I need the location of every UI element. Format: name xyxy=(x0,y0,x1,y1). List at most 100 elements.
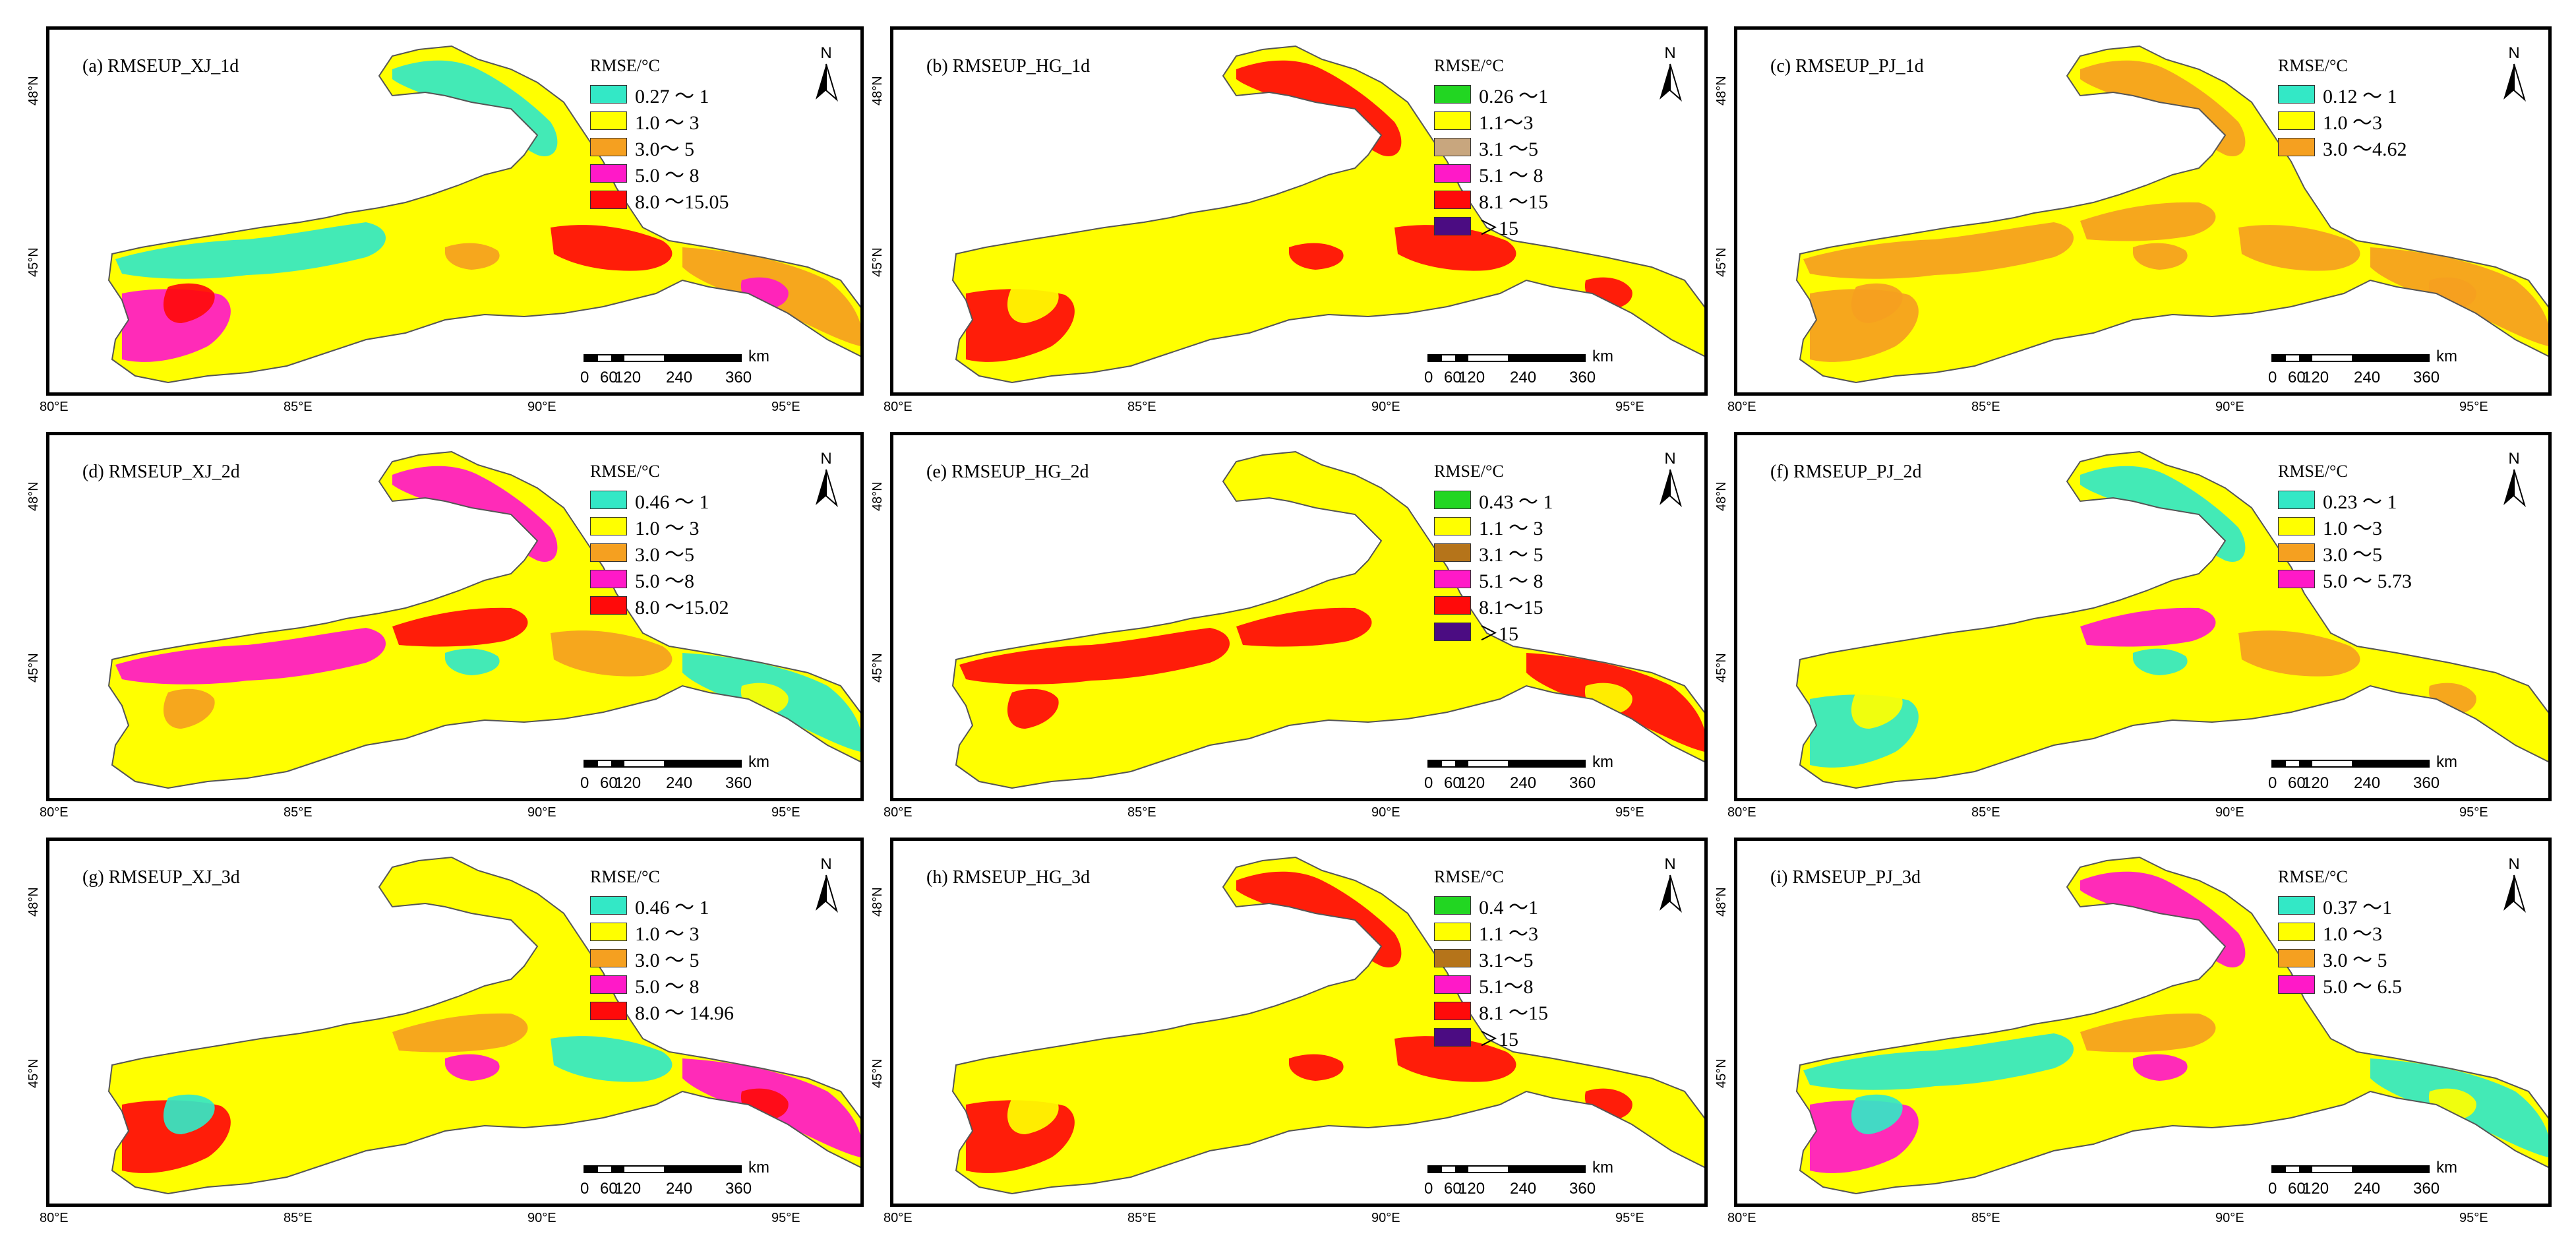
longitude-label: 85°E xyxy=(284,400,313,414)
longitude-label: 90°E xyxy=(1371,805,1400,820)
legend: RMSE/°C 0.46 ～ 1 1.0 ～ 3 3.0 ～ 5 5.0 ～ 8 8.0 … xyxy=(590,867,734,1024)
scale-tick-label: 120 xyxy=(2302,1180,2329,1198)
legend-item: ＞15 xyxy=(1434,213,1548,239)
legend-item: 1.0 ～3 xyxy=(2278,919,2402,945)
rmse-patch xyxy=(1803,222,2074,279)
legend-label: 8.1～15 xyxy=(1479,597,1543,619)
legend-swatch xyxy=(590,191,627,209)
longitude-label: 90°E xyxy=(527,805,556,820)
legend-swatch xyxy=(2278,85,2315,104)
rmse-patch xyxy=(115,1033,386,1090)
region-outline xyxy=(1795,856,2548,1195)
latitude-label: 48°N xyxy=(26,76,41,106)
scale-unit: km xyxy=(1592,1159,1613,1176)
rmse-patch xyxy=(1091,563,1159,594)
map-panel: (a) RMSEUP_XJ_1d RMSE/°C 0.27 ～ 1 1.0 ～ 3 3.… xyxy=(46,26,864,396)
legend-title: RMSE/°C xyxy=(2278,462,2348,481)
legend-item: 8.0 ～15.05 xyxy=(590,187,729,213)
panel-title: (d) RMSEUP_XJ_2d xyxy=(82,462,240,482)
rmse-patch xyxy=(2014,523,2064,549)
rmse-patch xyxy=(2080,202,2216,241)
rmse-patch xyxy=(2080,1013,2216,1053)
latitude-label: 45°N xyxy=(1714,247,1729,277)
legend: RMSE/°C 0.37 ～1 1.0 ～3 3.0 ～ 5 5.0 ～ 6.5 xyxy=(2278,867,2402,998)
legend-swatch xyxy=(1434,111,1471,130)
rmse-patch xyxy=(1170,523,1220,549)
north-label: N xyxy=(820,855,832,873)
legend-swatch xyxy=(1434,623,1471,641)
scale-tick-label: 240 xyxy=(2354,1180,2381,1198)
map-panel: (h) RMSEUP_HG_3d RMSE/°C 0.4 ～1 1.1 ～3 3.1～5… xyxy=(890,838,1708,1207)
longitude-label: 95°E xyxy=(2459,1211,2488,1225)
scale-tick-label: 0 xyxy=(1424,369,1433,386)
legend-label: 1.0 ～3 xyxy=(2323,112,2382,134)
rmse-patch xyxy=(2133,243,2188,270)
legend-title: RMSE/°C xyxy=(590,867,660,886)
scale-tick-label: 0 xyxy=(2268,1180,2277,1198)
rmse-patch xyxy=(163,688,215,729)
scale-tick-label: 60 xyxy=(600,369,618,386)
rmse-patch xyxy=(551,1036,673,1082)
rmse-patch xyxy=(1236,202,1372,241)
region-map xyxy=(107,450,860,789)
legend-swatch xyxy=(1434,949,1471,967)
legend-item: 0.12 ～ 1 xyxy=(2278,81,2407,107)
legend-swatch xyxy=(1434,1028,1471,1047)
legend-title: RMSE/°C xyxy=(1434,56,1504,75)
legend-swatch xyxy=(590,491,627,509)
scale-tick-label: 360 xyxy=(725,774,752,792)
rmse-patch xyxy=(1935,968,2003,1000)
longitude-label: 95°E xyxy=(1615,400,1644,414)
panel-title: (i) RMSEUP_PJ_3d xyxy=(1770,867,1921,888)
north-arrow-icon: N xyxy=(1657,450,1683,511)
rmse-patch xyxy=(1289,1054,1344,1081)
legend-item: 3.1～5 xyxy=(1434,945,1548,971)
rmse-patch xyxy=(1236,607,1372,647)
panel-title: (b) RMSEUP_HG_1d xyxy=(926,56,1091,76)
longitude-label: 90°E xyxy=(2215,1211,2244,1225)
legend-swatch xyxy=(2278,949,2315,967)
legend-label: ＞15 xyxy=(1479,1029,1518,1051)
region-map xyxy=(1795,856,2548,1195)
scale-tick-label: 240 xyxy=(666,1180,693,1198)
latitude-label: 48°N xyxy=(26,887,41,917)
rmse-patch xyxy=(445,648,500,675)
scale-tick-label: 120 xyxy=(2302,774,2329,792)
panel-title: (h) RMSEUP_HG_3d xyxy=(926,867,1091,888)
longitude-label: 85°E xyxy=(1971,400,2000,414)
legend-item: 5.0 ～ 8 xyxy=(590,160,729,187)
map-panel: (b) RMSEUP_HG_1d RMSE/°C 0.26 ～1 1.1～3 3.1 ～… xyxy=(890,26,1708,396)
legend-item: 5.1 ～ 8 xyxy=(1434,160,1548,187)
rmse-patch xyxy=(1394,1036,1516,1082)
longitude-label: 95°E xyxy=(771,805,800,820)
legend: RMSE/°C 0.12 ～ 1 1.0 ～3 3.0 ～4.62 xyxy=(2278,56,2407,160)
scale-tick-label: 60 xyxy=(1444,1180,1462,1198)
legend-swatch xyxy=(2278,896,2315,915)
legend-swatch xyxy=(1434,570,1471,588)
legend-label: ＞15 xyxy=(1479,218,1518,239)
legend-item: 1.0 ～ 3 xyxy=(590,513,729,539)
legend-swatch xyxy=(590,543,627,562)
legend-item: 8.1 ～15 xyxy=(1434,187,1548,213)
latitude-label: 48°N xyxy=(1714,481,1729,511)
north-label: N xyxy=(1664,44,1676,62)
longitude-label: 85°E xyxy=(284,1211,313,1225)
legend-label: 5.1 ～ 8 xyxy=(1479,165,1543,187)
rmse-patch xyxy=(1289,243,1344,270)
legend-swatch xyxy=(2278,491,2315,509)
rmse-patch xyxy=(2238,225,2360,271)
scale-tick-label: 0 xyxy=(580,774,589,792)
panel-title: (g) RMSEUP_XJ_3d xyxy=(82,867,240,888)
legend-item: 8.0 ～ 14.96 xyxy=(590,998,734,1024)
region-map xyxy=(107,45,860,384)
longitude-label: 90°E xyxy=(1371,400,1400,414)
legend-label: 8.0 ～ 14.96 xyxy=(635,1002,734,1024)
legend-label: 0.46 ～ 1 xyxy=(635,897,709,919)
legend-swatch xyxy=(590,923,627,941)
scale-tick-label: 60 xyxy=(2288,369,2306,386)
longitude-label: 95°E xyxy=(771,1211,800,1225)
region-map xyxy=(951,856,1704,1195)
scale-unit: km xyxy=(1592,753,1613,771)
legend-title: RMSE/°C xyxy=(2278,867,2348,886)
latitude-label: 45°N xyxy=(1714,1058,1729,1088)
